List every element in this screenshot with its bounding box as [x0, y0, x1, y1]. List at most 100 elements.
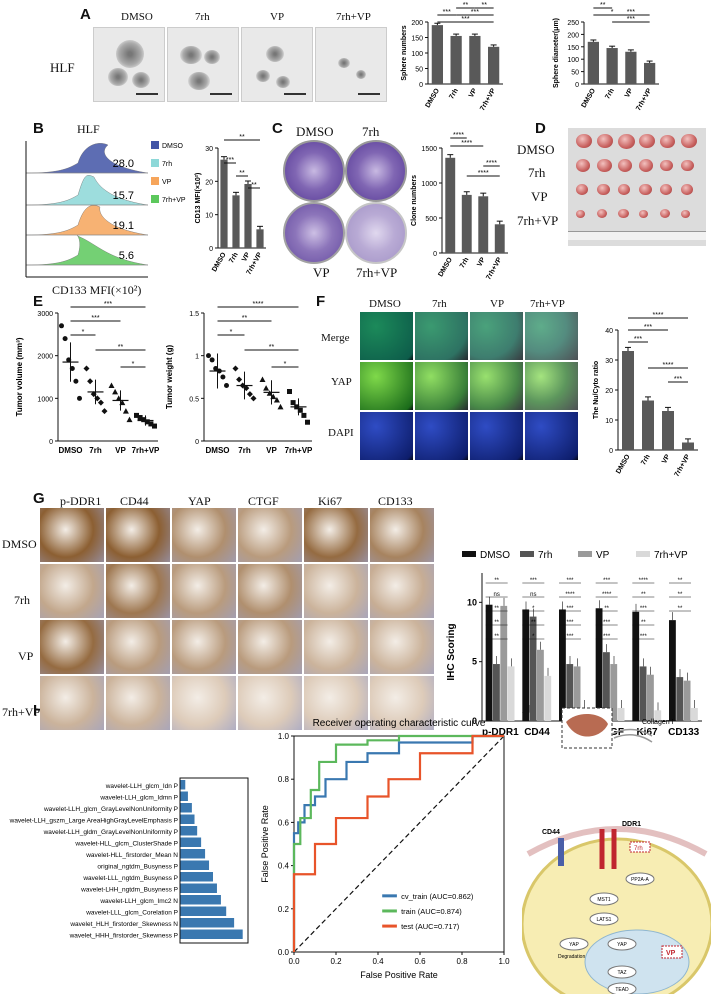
- legend-label: 7rh+VP: [162, 197, 186, 204]
- node-MST1: [589, 892, 619, 906]
- a-col-label-vp: VP: [270, 11, 285, 23]
- bar-CTGF-7rh: [603, 652, 610, 721]
- bar-YAP-VP: [573, 666, 581, 721]
- data-point: [246, 391, 253, 398]
- e-tumor-weight-chart: 0 0.5 1 1.5 DMSO 7rh VP 7rh+VP Tumor weight (g) *…: [165, 301, 313, 455]
- data-point: [209, 357, 215, 363]
- data-point: [301, 412, 307, 418]
- g-row-7rh-vp: 7rh+VP: [2, 705, 41, 719]
- feature-bar: [180, 918, 235, 928]
- inhibitor-box: [629, 841, 651, 853]
- bar-CD133-DMSO: [669, 620, 676, 721]
- roc-curve-1: [292, 734, 504, 952]
- feature-label: wavelet_HLH_firstorder_Skewness N: [69, 921, 178, 928]
- legend-label: test (AUC=0.717): [401, 922, 460, 931]
- y-tick-label: 150: [411, 36, 423, 43]
- bar-CD44-VP: [537, 649, 544, 721]
- mfi-value: 19.1: [113, 220, 134, 232]
- d-row-vp: VP: [531, 189, 548, 204]
- data-point: [122, 408, 129, 414]
- g-row-7rh: 7rh: [14, 593, 30, 607]
- tumor: [597, 209, 607, 218]
- g-ihc-scoring-chart: DMSO 7rh VP 7rh+VP 0 5 10 IHC Scoring p-DDR1 CD44…: [446, 550, 702, 738]
- feature-label: wavelet-LLH_gszm_Large AreaHighGrayLevel…: [9, 818, 178, 825]
- tumor: [576, 159, 590, 172]
- degradation-label: Degradation: [558, 954, 585, 960]
- roc-curve-2: [292, 734, 504, 952]
- f-col-7rh-vp: 7rh+VP: [530, 298, 565, 310]
- y-tick-label: 10: [605, 418, 613, 425]
- sig-label: ****: [486, 160, 497, 167]
- bar-DMSO: [587, 41, 599, 84]
- x-tick-label: 0.0: [288, 957, 300, 966]
- bar-p-DDR1-7rh+VP: [507, 666, 515, 721]
- y-tick-label: 0.6: [278, 818, 290, 827]
- feature-label: wavelet-LLH_gldm_GrayLevelNonUniformity …: [43, 829, 178, 836]
- node-label: YAP: [569, 942, 579, 948]
- legend-swatch: [151, 141, 159, 149]
- sig-label: ***: [91, 315, 99, 322]
- sig-label: ***: [104, 301, 112, 308]
- panel-label-b: B: [33, 120, 44, 137]
- ddr1-receptor: [599, 829, 617, 869]
- ihc-image: [304, 564, 368, 618]
- a-sphere-image-vp: [241, 27, 313, 102]
- y-tick-label: 0: [575, 82, 579, 89]
- histogram-curve-7rh: [25, 175, 149, 206]
- data-point: [134, 412, 139, 418]
- bar-VP: [478, 196, 489, 253]
- sig-label: *: [230, 329, 233, 336]
- y-tick-label: 0.8: [278, 775, 290, 784]
- membrane: [526, 826, 708, 857]
- legend-swatch: [462, 551, 476, 557]
- ihc-image: [106, 564, 170, 618]
- cd44-label: CD44: [542, 829, 560, 836]
- sig-label: ***: [461, 16, 469, 23]
- sig-label: **: [494, 620, 499, 626]
- x-tick-label: 0.4: [372, 957, 384, 966]
- sig-label: ***: [566, 634, 574, 640]
- feature-label: wavelet_HHH_firstorder_Skewness P: [69, 933, 178, 940]
- bar-Ki67-7rh: [639, 666, 647, 721]
- y-tick-label: 40: [605, 328, 613, 335]
- sig-label: ***: [566, 620, 574, 626]
- x-tick-label: p-DDR1: [482, 727, 519, 738]
- x-tick-label: 7rh: [89, 446, 102, 455]
- sig-label: ****: [639, 578, 649, 584]
- ihc-image: [40, 508, 104, 562]
- a-sphere-image-7rh-vp: [315, 27, 387, 102]
- x-tick-label: 7rh+VP: [674, 453, 692, 478]
- tumor: [639, 183, 652, 196]
- tumor: [660, 184, 672, 195]
- bar-7rh: [606, 48, 618, 84]
- sig-label: ****: [653, 312, 664, 319]
- c-dish-dmso: [283, 140, 345, 202]
- sig-label: ***: [566, 606, 574, 612]
- bar-DMSO: [220, 159, 228, 248]
- bar-Ki67-VP: [647, 674, 654, 721]
- ihc-image: [304, 676, 368, 730]
- y-tick-label: 0.0: [278, 948, 290, 957]
- bar-VP: [244, 184, 252, 248]
- data-point: [112, 388, 119, 395]
- sig-label: **: [678, 606, 683, 612]
- ihc-image: [172, 508, 236, 562]
- c-dish-7rh: [345, 140, 407, 202]
- bar-CD133-7rh+VP: [691, 707, 698, 721]
- feature-label: wavelet-HLL_firstorder_Mean N: [85, 852, 178, 859]
- legend-label: cv_train (AUC=0.862): [401, 892, 474, 901]
- feature-label: wavelet-HLL_glcm_ClusterShade P: [74, 841, 178, 848]
- sig-label: **: [600, 2, 606, 9]
- bar-7rh+VP: [682, 442, 694, 450]
- a-sphere-image-7rh: [167, 27, 239, 102]
- y-tick-label: 50: [571, 70, 579, 77]
- data-point: [213, 365, 219, 371]
- x-tick-label: DMSO: [425, 87, 442, 109]
- tumor: [681, 184, 693, 195]
- fluorescence-image: [415, 312, 468, 360]
- x-tick-label: VP: [661, 453, 672, 465]
- x-tick-label: DMSO: [59, 446, 83, 455]
- panel-label-c: C: [272, 120, 283, 137]
- ihc-image: [238, 676, 302, 730]
